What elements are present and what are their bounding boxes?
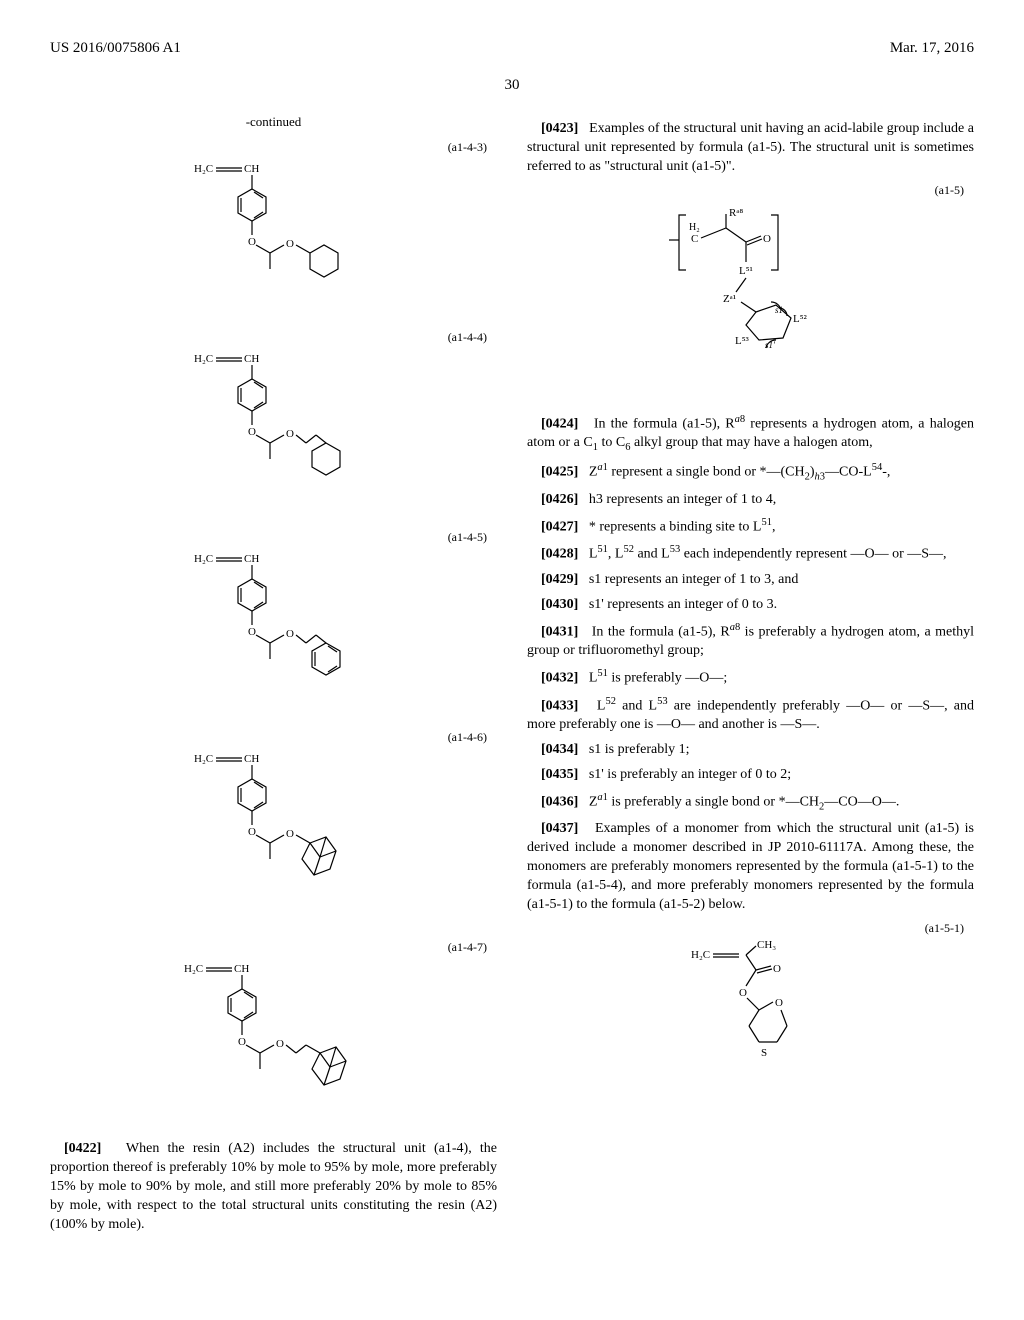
svg-text:S: S xyxy=(761,1047,767,1059)
para-0430: [0430] s1' represents an integer of 0 to… xyxy=(527,596,974,615)
svg-text:O: O xyxy=(286,828,294,840)
para-num-0436: [0436] xyxy=(541,794,578,809)
svg-text:O: O xyxy=(248,826,256,838)
para-num-0425: [0425] xyxy=(541,465,578,480)
page-header: US 2016/0075806 A1 Mar. 17, 2016 xyxy=(50,40,974,57)
structure-a1-5: H₂ C Rᵃ⁸ O L⁵¹ Zᵃ¹ L⁵² xyxy=(527,200,974,395)
svg-text:H₂C: H₂C xyxy=(184,963,203,975)
para-num-0428: [0428] xyxy=(541,547,578,562)
para-0422: [0422] When the resin (A2) includes the … xyxy=(50,1140,497,1234)
formula-label-a1-4-4: (a1-4-4) xyxy=(50,330,497,345)
svg-text:O: O xyxy=(286,428,294,440)
svg-text:O: O xyxy=(763,233,771,245)
structure-a1-4-4: H₂C CH O O xyxy=(50,347,497,512)
formula-label-a1-5-1: (a1-5-1) xyxy=(527,921,974,936)
para-0425: [0425] Za1 represent a single bond or *—… xyxy=(527,461,974,485)
para-0431: [0431] In the formula (a1-5), Ra8 is pre… xyxy=(527,621,974,661)
svg-text:H₂C: H₂C xyxy=(194,163,213,175)
left-column: -continued (a1-4-3) H₂C CH O xyxy=(50,114,497,1240)
svg-text:CH₃: CH₃ xyxy=(757,939,776,951)
svg-text:CH: CH xyxy=(244,163,259,175)
para-num-0424: [0424] xyxy=(541,416,578,431)
svg-text:H₂C: H₂C xyxy=(194,553,213,565)
para-0434: [0434] s1 is preferably 1; xyxy=(527,741,974,760)
para-num-0423: [0423] xyxy=(541,121,578,136)
svg-text:L⁵³: L⁵³ xyxy=(735,335,750,347)
formula-label-a1-4-6: (a1-4-6) xyxy=(50,730,497,745)
para-text-0422: When the resin (A2) includes the structu… xyxy=(50,1141,497,1232)
svg-text:C: C xyxy=(691,233,698,245)
para-0436: [0436] Za1 is preferably a single bond o… xyxy=(527,791,974,815)
para-num-0432: [0432] xyxy=(541,671,578,686)
para-0426: [0426] h3 represents an integer of 1 to … xyxy=(527,491,974,510)
structure-a1-4-5: H₂C CH O O xyxy=(50,547,497,712)
para-0432: [0432] L51 is preferably —O—; xyxy=(527,667,974,689)
svg-text:L⁵²: L⁵² xyxy=(793,313,808,325)
formula-label-a1-4-7: (a1-4-7) xyxy=(50,940,497,955)
para-num-0434: [0434] xyxy=(541,742,578,757)
svg-text:L⁵¹: L⁵¹ xyxy=(739,265,753,277)
right-column: [0423] Examples of the structural unit h… xyxy=(527,114,974,1240)
svg-text:Rᵃ⁸: Rᵃ⁸ xyxy=(729,207,743,219)
svg-text:O: O xyxy=(248,426,256,438)
formula-label-a1-4-5: (a1-4-5) xyxy=(50,530,497,545)
svg-text:O: O xyxy=(773,963,781,975)
svg-text:O: O xyxy=(739,987,747,999)
header-left: US 2016/0075806 A1 xyxy=(50,40,181,57)
svg-text:H₂: H₂ xyxy=(689,222,700,233)
formula-label-a1-5: (a1-5) xyxy=(527,183,974,198)
formula-label-a1-4-3: (a1-4-3) xyxy=(50,140,497,155)
structure-a1-4-6: H₂C CH O O xyxy=(50,747,497,922)
para-0428: [0428] L51, L52 and L53 each independent… xyxy=(527,543,974,565)
svg-text:O: O xyxy=(775,997,783,1009)
svg-text:H₂C: H₂C xyxy=(194,753,213,765)
svg-text:CH: CH xyxy=(234,963,249,975)
para-0423: [0423] Examples of the structural unit h… xyxy=(527,120,974,177)
para-num-0430: [0430] xyxy=(541,597,578,612)
svg-text:H₂C: H₂C xyxy=(194,353,213,365)
svg-text:O: O xyxy=(286,238,294,250)
para-num-0427: [0427] xyxy=(541,519,578,534)
para-0429: [0429] s1 represents an integer of 1 to … xyxy=(527,571,974,590)
svg-text:CH: CH xyxy=(244,353,259,365)
para-0427: [0427] * represents a binding site to L5… xyxy=(527,516,974,538)
structure-a1-5-1: H₂C CH₃ O O O S xyxy=(527,938,974,1093)
svg-text:O: O xyxy=(248,626,256,638)
para-0433: [0433] L52 and L53 are independently pre… xyxy=(527,695,974,735)
para-0424: [0424] In the formula (a1-5), Ra8 repres… xyxy=(527,413,974,456)
para-num-0426: [0426] xyxy=(541,492,578,507)
svg-text:O: O xyxy=(238,1036,246,1048)
para-0435: [0435] s1' is preferably an integer of 0… xyxy=(527,766,974,785)
svg-text:H₂C: H₂C xyxy=(691,949,710,961)
structure-a1-4-7: H₂C CH O O xyxy=(50,957,497,1122)
svg-text:O: O xyxy=(276,1038,284,1050)
continued-label: -continued xyxy=(50,114,497,130)
para-0437: [0437] Examples of a monomer from which … xyxy=(527,820,974,914)
header-right: Mar. 17, 2016 xyxy=(890,40,974,57)
para-num-0429: [0429] xyxy=(541,572,578,587)
para-text-0423: Examples of the structural unit having a… xyxy=(527,121,974,174)
para-num-0435: [0435] xyxy=(541,767,578,782)
svg-text:Zᵃ¹: Zᵃ¹ xyxy=(723,293,736,305)
two-column-layout: -continued (a1-4-3) H₂C CH O xyxy=(50,114,974,1240)
svg-text:O: O xyxy=(248,236,256,248)
para-num-0431: [0431] xyxy=(541,624,578,639)
para-num-0422: [0422] xyxy=(64,1141,101,1156)
svg-text:CH: CH xyxy=(244,753,259,765)
para-num-0433: [0433] xyxy=(541,698,578,713)
para-num-0437: [0437] xyxy=(541,821,578,836)
structure-a1-4-3: H₂C CH O O xyxy=(50,157,497,312)
page-number: 30 xyxy=(50,77,974,94)
svg-text:CH: CH xyxy=(244,553,259,565)
svg-text:O: O xyxy=(286,628,294,640)
